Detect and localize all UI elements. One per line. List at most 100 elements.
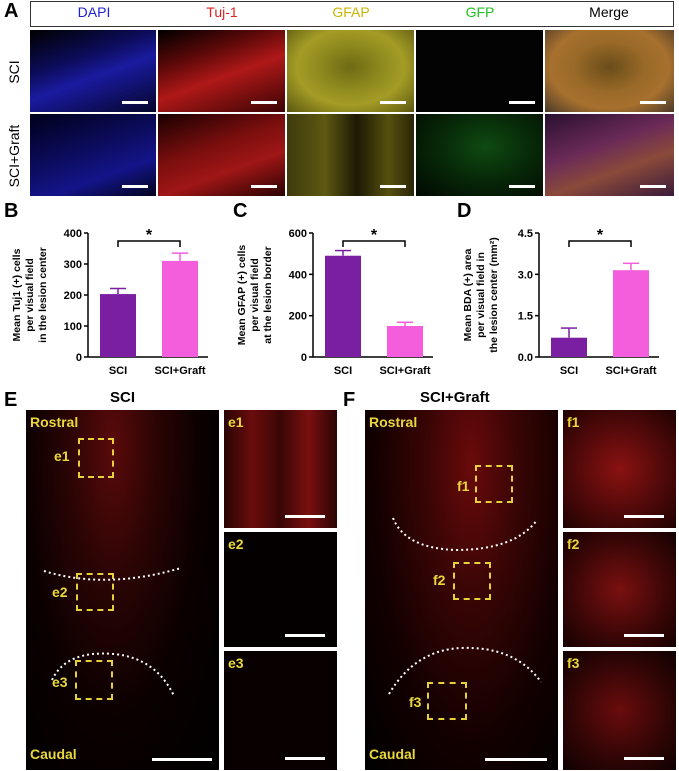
roi-box-e1	[78, 438, 114, 478]
image-sci-gfp	[416, 30, 545, 112]
panel-e-title: SCI	[110, 389, 136, 406]
lesion-border-lines	[388, 517, 542, 695]
scale-bar	[509, 185, 535, 188]
bar-sci-graft	[387, 326, 423, 357]
scale-bar	[380, 101, 406, 104]
y-axis-label-line: Mean GFAP (+) cells	[236, 245, 248, 346]
bar-sci-graft	[613, 270, 649, 357]
scale-bar	[624, 757, 664, 760]
y-tick-label: 400	[64, 228, 82, 240]
panel-label-b: B	[4, 200, 19, 222]
bar-sci	[100, 294, 136, 357]
panel-label-e: E	[4, 389, 18, 411]
significance-star: *	[146, 227, 153, 244]
roi-label-e3: e3	[52, 674, 68, 690]
scale-bar	[380, 185, 406, 188]
zoom-label-f2: f2	[567, 536, 580, 552]
roi-box-f1	[475, 465, 513, 503]
image-sci-tuj1	[158, 30, 287, 112]
image-f2-zoom: f2	[563, 532, 676, 647]
y-axis-label-line: at the lesion border	[262, 246, 274, 343]
image-e2-zoom: e2	[224, 532, 337, 647]
image-sci-dapi	[30, 30, 158, 112]
bar-sci	[325, 255, 361, 357]
y-axis-label-line: in the lesion center	[37, 247, 49, 343]
channel-label-tuj1: Tuj-1	[206, 4, 238, 20]
image-graft-gfap	[287, 114, 416, 196]
channel-header-box	[30, 1, 674, 27]
y-tick-label: 300	[64, 259, 82, 271]
panel-f-title: SCI+Graft	[420, 389, 490, 406]
y-tick-label: 200	[289, 311, 307, 323]
roi-label-f1: f1	[457, 478, 470, 494]
roi-box-f3	[427, 682, 467, 720]
scale-bar	[285, 757, 325, 760]
y-tick-label: 0	[301, 352, 307, 364]
scale-bar	[122, 185, 148, 188]
channel-label-gfp: GFP	[465, 4, 495, 20]
zoom-label-e3: e3	[228, 655, 244, 671]
bar-sci	[551, 337, 587, 357]
scale-bar	[485, 758, 547, 761]
panel-label-d: D	[457, 200, 472, 222]
label-caudal: Caudal	[30, 746, 77, 762]
scale-bar	[251, 101, 277, 104]
y-axis-label-line: per visual field	[24, 258, 36, 332]
zoom-label-f3: f3	[567, 655, 580, 671]
image-graft-dapi	[30, 114, 158, 196]
significance-star: *	[597, 227, 604, 244]
channel-label-merge: Merge	[589, 4, 629, 20]
chart-bda: Mean BDA (+) area per visual field in the …	[462, 227, 659, 377]
significance-star: *	[371, 227, 378, 244]
channel-label-gfap: GFAP	[332, 4, 370, 20]
image-sci-gfap	[287, 30, 416, 112]
image-e3-zoom: e3	[224, 651, 337, 770]
x-tick-label: SCI+Graft	[379, 365, 430, 377]
row-label-sci-graft: SCI+Graft	[6, 124, 22, 188]
y-tick-label: 3.0	[518, 269, 533, 281]
chart-gfap: Mean GFAP (+) cells per visual field at th…	[236, 227, 433, 377]
y-axis-label-line: per visual field	[249, 258, 261, 332]
lesion-border-lines	[43, 567, 182, 697]
significance-bracket	[568, 240, 632, 247]
y-axis-label-line: the lesion center (mm²)	[488, 237, 500, 353]
image-sci-longitudinal: Rostral Caudal e1 e2 e3	[26, 410, 219, 770]
zoom-label-e1: e1	[228, 414, 244, 430]
scale-bar	[251, 185, 277, 188]
scale-bar	[624, 515, 664, 518]
zoom-label-e2: e2	[228, 536, 244, 552]
label-rostral: Rostral	[369, 414, 418, 430]
y-axis-label-line: per visual field in	[475, 252, 487, 338]
y-tick-label: 4.5	[518, 228, 533, 240]
roi-box-e2	[76, 573, 114, 611]
roi-label-e2: e2	[52, 584, 68, 600]
y-tick-label: 400	[289, 269, 307, 281]
image-graft-tuj1	[158, 114, 287, 196]
image-e1-zoom: e1	[224, 410, 337, 528]
image-f3-zoom: f3	[563, 651, 676, 770]
image-graft-gfp	[416, 114, 545, 196]
y-tick-label: 1.5	[518, 311, 533, 323]
y-tick-label: 100	[64, 321, 82, 333]
roi-box-f2	[453, 562, 491, 600]
roi-label-f2: f2	[433, 572, 446, 588]
image-graft-longitudinal: Rostral Caudal f1 f2 f3	[365, 410, 558, 770]
panel-label-f: F	[343, 389, 356, 411]
panel-label-a: A	[4, 0, 19, 22]
x-tick-label: SCI	[334, 365, 352, 377]
y-tick-label: 600	[289, 228, 307, 240]
scale-bar	[509, 101, 535, 104]
label-caudal: Caudal	[369, 746, 416, 762]
roi-label-e1: e1	[54, 448, 70, 464]
panel-label-c: C	[233, 200, 248, 222]
channel-label-dapi: DAPI	[77, 4, 111, 20]
y-tick-label: 200	[64, 290, 82, 302]
bar-sci-graft	[162, 260, 198, 357]
roi-box-e3	[75, 660, 113, 700]
x-tick-label: SCI	[560, 365, 578, 377]
scale-bar	[152, 758, 212, 761]
roi-label-f3: f3	[409, 694, 422, 710]
image-graft-merge	[545, 114, 674, 196]
label-rostral: Rostral	[30, 414, 79, 430]
scale-bar	[624, 634, 664, 637]
